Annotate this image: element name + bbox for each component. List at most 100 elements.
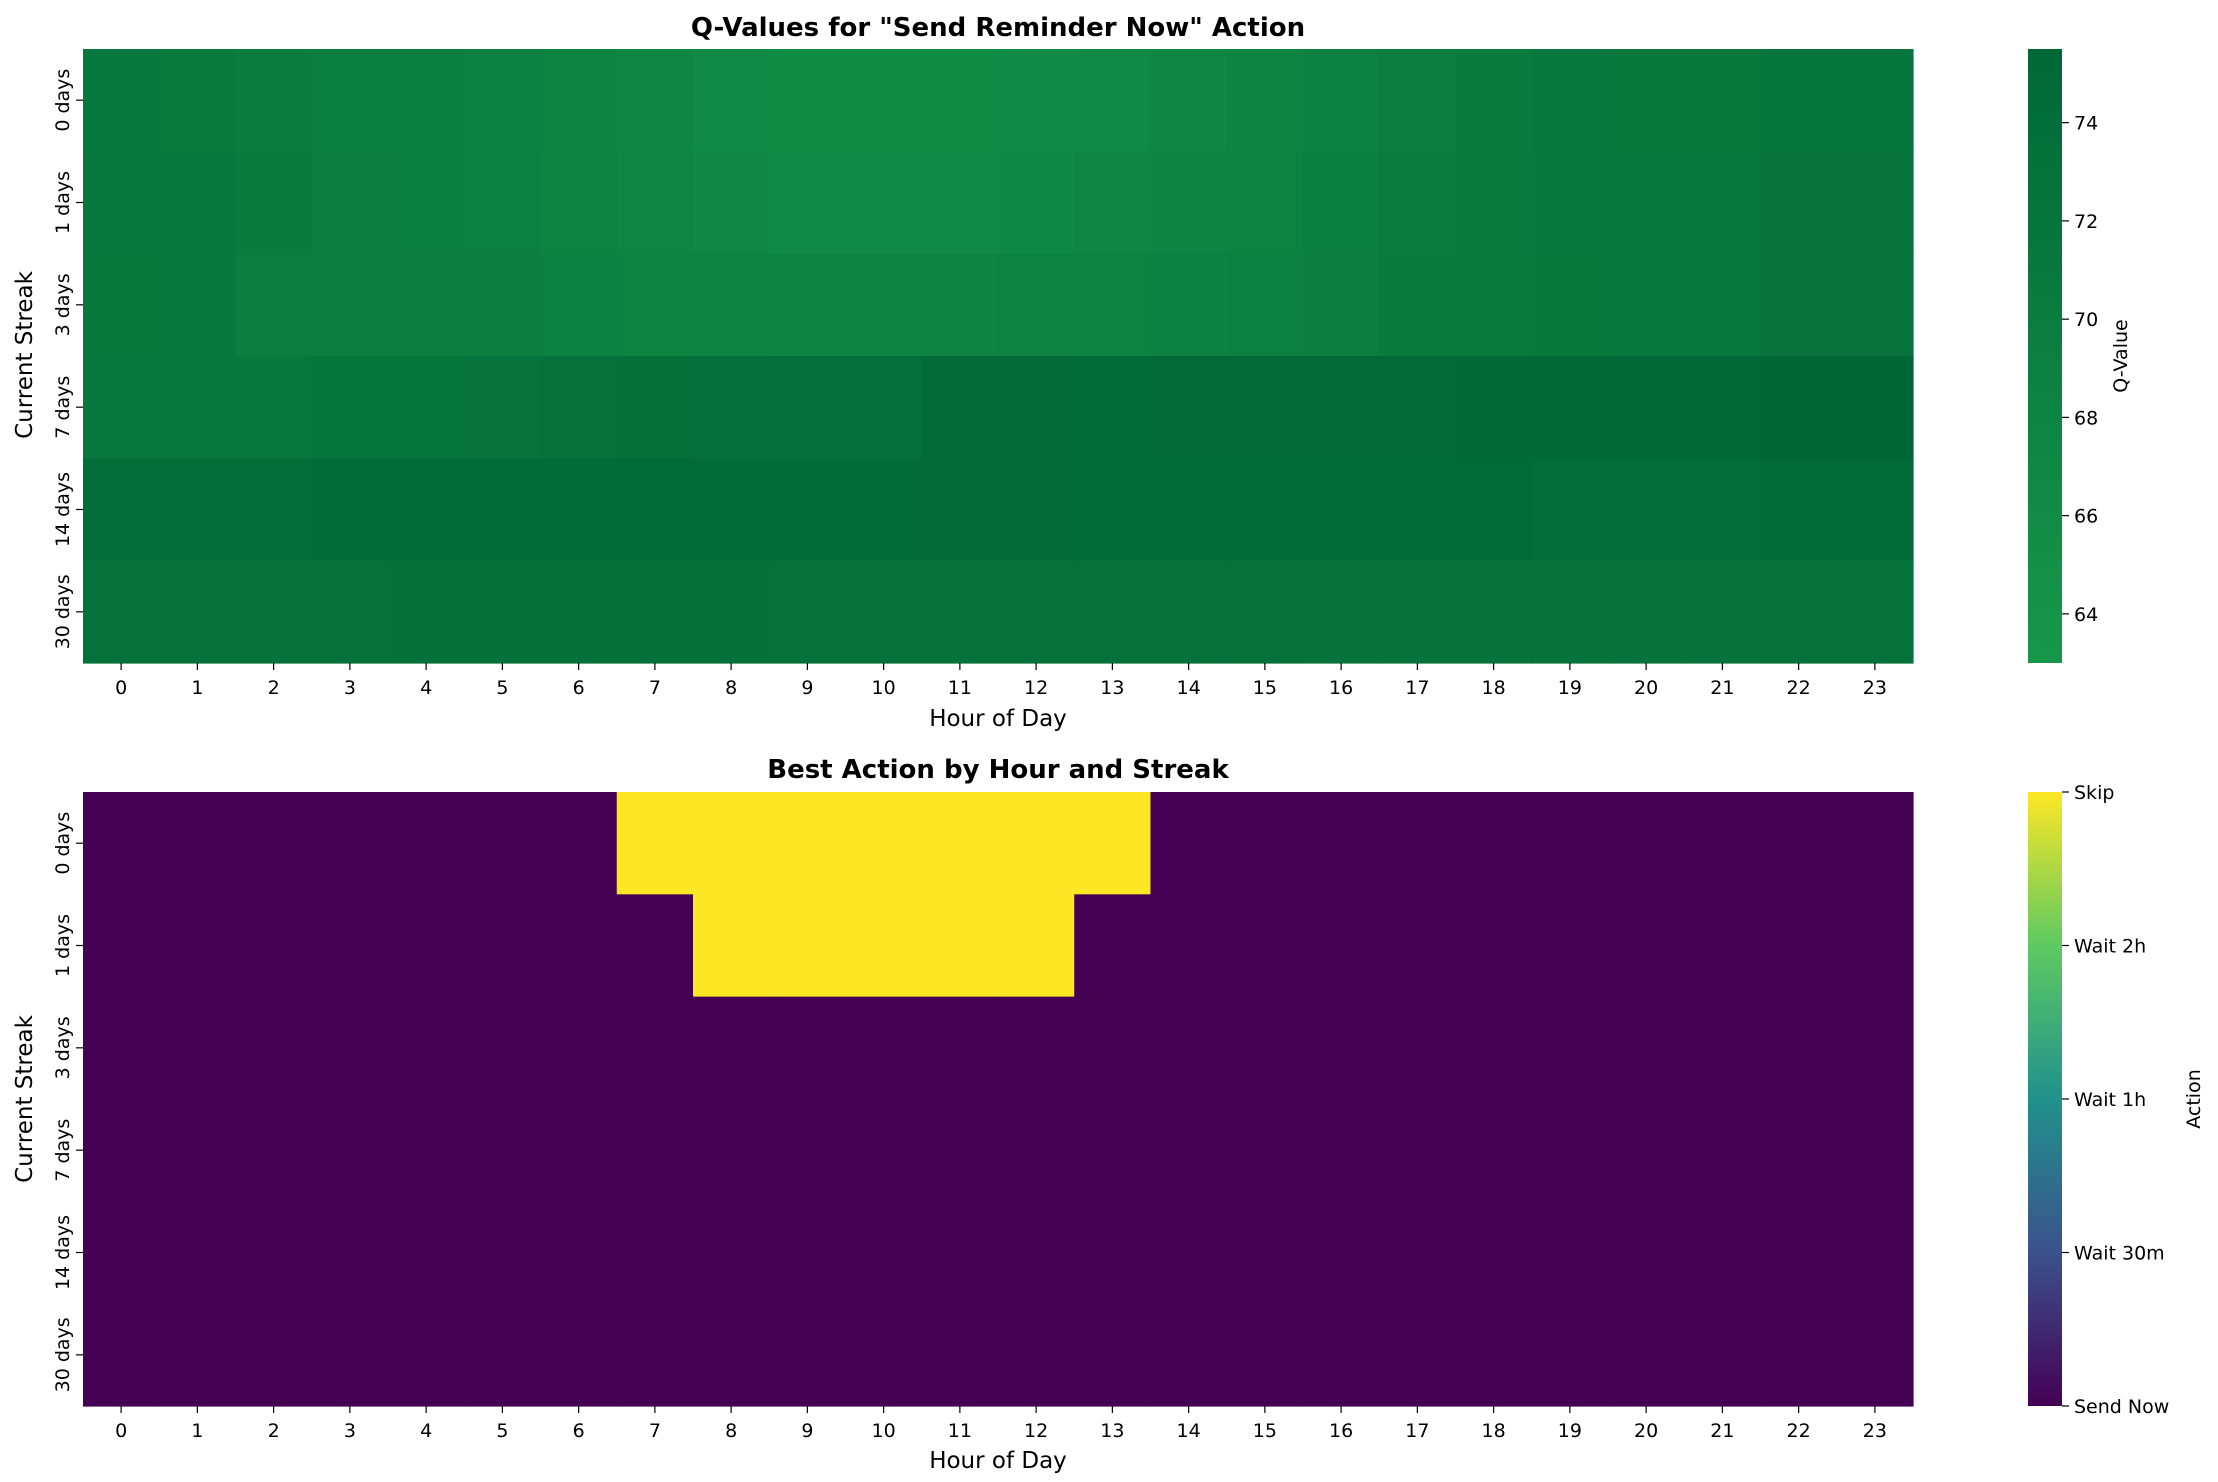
heatmap-cell [921,49,999,152]
x-tick-label: 0 [115,677,127,699]
heatmap-cell [693,792,770,895]
heatmap-cell [1608,1201,1685,1305]
heatmap-cell [845,458,923,562]
heatmap-cell [83,792,160,895]
heatmap-cell [83,151,160,255]
y-tick-label: 3 days [52,273,74,336]
heatmap-cell [1379,1099,1457,1202]
heatmap-cell [464,1303,542,1407]
heatmap-cell [311,151,389,255]
heatmap-cell [616,458,694,562]
heatmap-cell [464,1201,542,1305]
heatmap-cell [159,560,237,664]
heatmap-cell [769,1099,847,1202]
heatmap-cell [388,1201,465,1305]
heatmap-cell [1836,151,1914,255]
heatmap-cell [83,356,160,459]
y-axis-label: Current Streak [12,1014,38,1183]
heatmap-cell [235,560,313,664]
heatmap-cell [1379,151,1457,255]
heatmap-cell [1836,792,1914,895]
heatmap-cell [83,1303,160,1407]
heatmap-cell [845,253,923,357]
heatmap-cell [235,49,313,152]
heatmap-cell [388,894,465,998]
heatmap-cell [464,996,542,1100]
heatmap-cell [159,1303,237,1407]
heatmap-cell [693,1099,770,1202]
x-tick-label: 23 [1863,1420,1887,1442]
heatmap-cell [921,253,999,357]
heatmap-cell [235,458,313,562]
heatmap-cell [1150,996,1228,1100]
x-tick-label: 13 [1100,1420,1124,1442]
heatmap-cell [998,996,1075,1100]
heatmap-cell [769,792,847,895]
heatmap-cell [388,458,465,562]
heatmap-cell [693,560,770,664]
heatmap-cell [998,1099,1075,1202]
heatmap-cell [1531,49,1609,152]
colorbar-label: Action [2183,1069,2205,1129]
heatmap-cell [1074,151,1152,255]
heatmap-cell [235,1099,313,1202]
heatmap-cell [1531,458,1609,562]
y-tick-label: 14 days [52,472,74,547]
heatmap-cell [1760,151,1838,255]
heatmap-cell [1455,151,1533,255]
heatmap-cell [1684,1201,1762,1305]
x-tick-label: 5 [496,677,508,699]
x-tick-label: 14 [1177,677,1201,699]
heatmap-cell [769,151,847,255]
heatmap-cell [921,1303,999,1407]
x-tick-label: 17 [1405,677,1429,699]
heatmap-cell [1150,151,1228,255]
heatmap-cell [1760,458,1838,562]
heatmap-cell [1836,894,1914,998]
heatmap-cell [1608,458,1685,562]
colorbar-tick-label: 70 [2074,309,2098,331]
heatmap-cell [693,356,770,459]
heatmap-cell [845,1303,923,1407]
heatmap-cell [1531,1201,1609,1305]
heatmap-cell [1608,151,1685,255]
heatmap-cell [1684,356,1762,459]
heatmap-cell [845,49,923,152]
heatmap-cell [1608,356,1685,459]
heatmap-cell [1455,356,1533,459]
heatmap-cell [235,792,313,895]
heatmap-cell [1608,253,1685,357]
heatmap-cell [83,458,160,562]
x-tick-label: 4 [420,677,432,699]
heatmap-cell [616,1201,694,1305]
heatmap-cell [845,894,923,998]
heatmap-cell [1150,560,1228,664]
heatmap-cell [1379,49,1457,152]
x-tick-label: 10 [872,677,896,699]
heatmap-cell [616,560,694,664]
heatmap-cell [1074,1099,1152,1202]
heatmap-cell [921,458,999,562]
x-tick-labels: 0 1 2 3 4 5 6 7 8 9 10 11 12 13 14 15 16 17 18 19 20 21 22 23 [115,1406,1887,1442]
x-tick-label: 12 [1024,677,1048,699]
heatmap-cell [1074,792,1152,895]
heatmap-cell [159,1099,237,1202]
x-tick-label: 2 [268,1420,280,1442]
heatmap-cell [1379,560,1457,664]
y-tick-label: 0 days [52,69,74,132]
heatmap-cell [83,49,160,152]
heatmap-cell [845,996,923,1100]
colorbar-ticks: 64 66 68 70 72 74 [2062,113,2098,626]
heatmap-cell [388,560,465,664]
heatmap-cell [616,253,694,357]
heatmap-cell [1531,356,1609,459]
colorbar-tick-label: 66 [2074,506,2098,528]
x-tick-label: 23 [1863,677,1887,699]
heatmap-cell [235,253,313,357]
heatmap-cell [998,49,1075,152]
x-tick-label: 12 [1024,1420,1048,1442]
heatmap-cell [464,560,542,664]
heatmap-cell [1608,792,1685,895]
heatmap-cell [1226,894,1304,998]
x-tick-label: 0 [115,1420,127,1442]
